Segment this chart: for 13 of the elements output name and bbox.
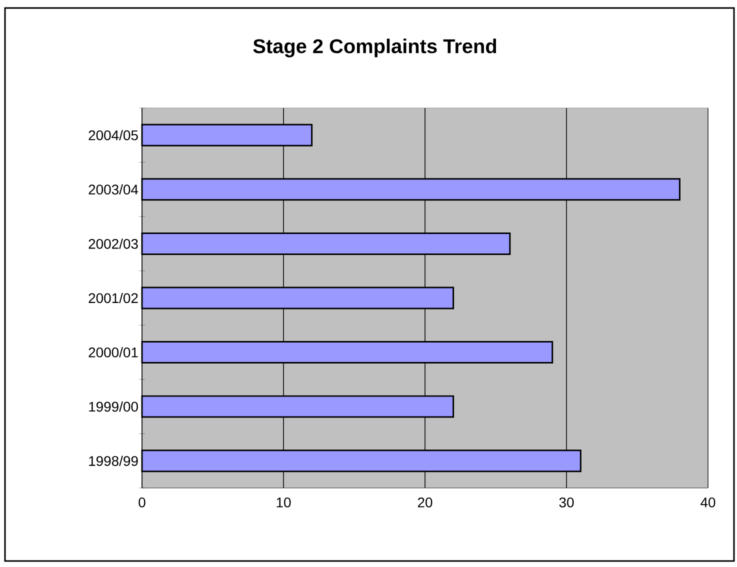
x-tick-label: 30 xyxy=(559,498,574,508)
y-tick-label: 2004/05 xyxy=(88,130,138,140)
x-tick-label: 10 xyxy=(276,498,291,508)
y-tick-label: 2001/02 xyxy=(88,292,138,304)
y-tick-label: 2000/01 xyxy=(88,347,138,358)
x-tick-label: 0 xyxy=(138,498,146,508)
y-tick-label: 2003/04 xyxy=(88,184,138,195)
y-tick-label: 1998/99 xyxy=(89,456,138,466)
x-tick-label: 20 xyxy=(418,498,432,508)
y-tick-label: 1999/00 xyxy=(89,401,138,412)
chart-title: Stage 2 Complaints Trend xyxy=(253,38,496,58)
x-tick-label: 40 xyxy=(700,498,716,508)
y-tick-label: 2002/03 xyxy=(88,238,138,249)
